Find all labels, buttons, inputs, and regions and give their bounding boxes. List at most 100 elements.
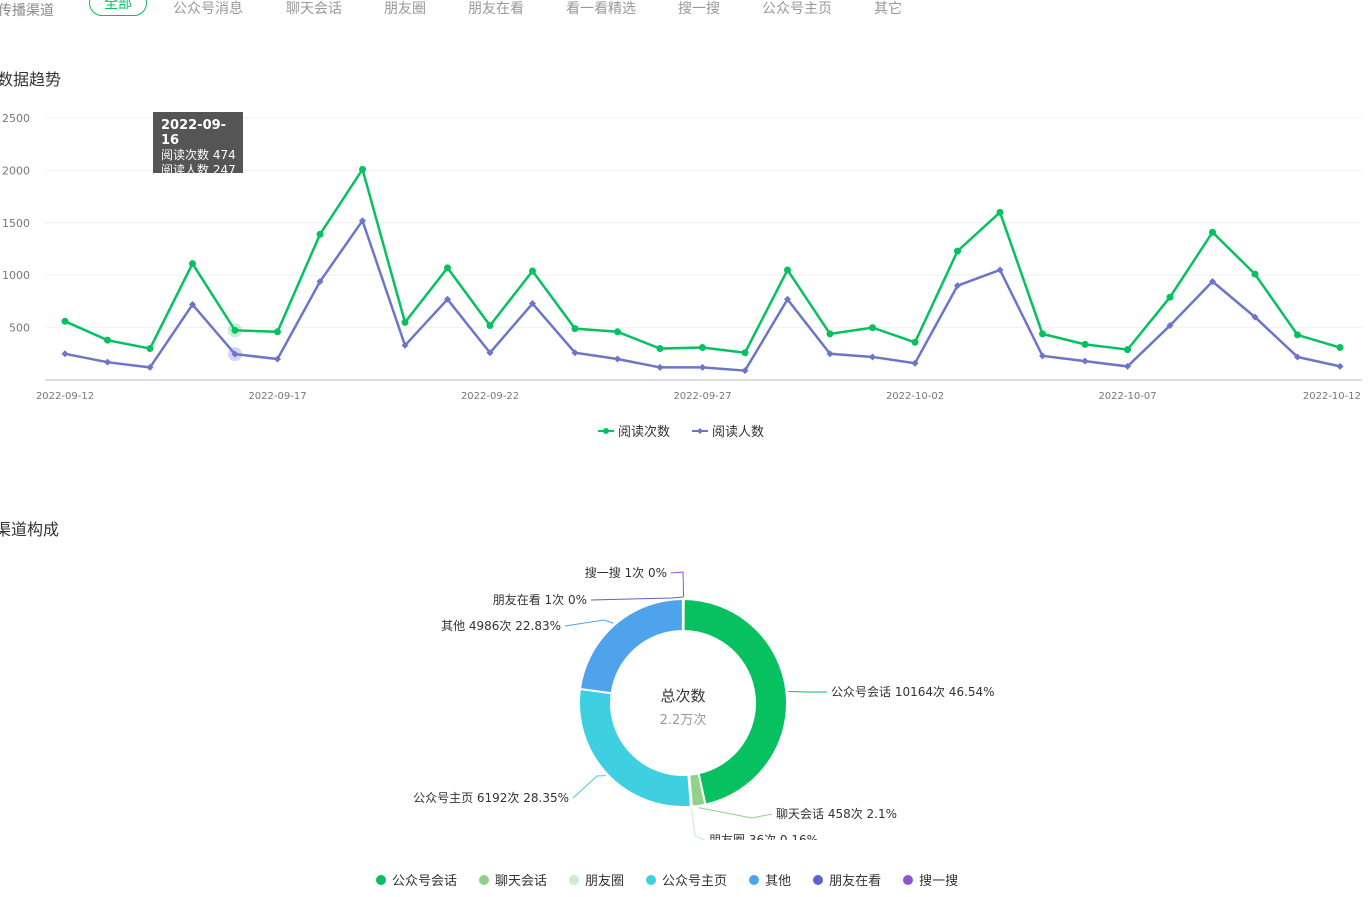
legend-item-channel[interactable]: 公众号主页: [646, 870, 727, 889]
data-point-read-count[interactable]: [954, 247, 961, 255]
label-leader-line: [572, 775, 606, 799]
data-point-reader-count[interactable]: [529, 299, 536, 307]
slice-label: 公众号主页 6192次 28.35%: [413, 791, 569, 805]
data-point-read-count[interactable]: [1166, 293, 1174, 301]
legend-item-channel[interactable]: 聊天会话: [479, 870, 547, 889]
data-point-reader-count[interactable]: [826, 350, 834, 358]
data-point-reader-count[interactable]: [146, 363, 154, 371]
data-point-read-count[interactable]: [656, 345, 664, 353]
data-point-read-count[interactable]: [401, 318, 409, 326]
data-point-reader-count[interactable]: [656, 363, 664, 371]
legend-item-read-count[interactable]: 阅读次数: [598, 421, 670, 440]
data-point-read-count[interactable]: [104, 336, 111, 344]
hover-highlight-read: [228, 323, 242, 338]
tab-top-stories[interactable]: 看一看精选: [566, 1, 636, 17]
data-point-reader-count[interactable]: [1081, 357, 1089, 365]
tab-chat-session[interactable]: 聊天会话: [286, 1, 342, 17]
data-point-reader-count[interactable]: [571, 349, 579, 357]
data-point-reader-count[interactable]: [274, 355, 281, 363]
tab-search[interactable]: 搜一搜: [678, 1, 720, 17]
data-point-reader-count[interactable]: [104, 358, 111, 366]
data-point-read-count[interactable]: [529, 267, 536, 275]
data-point-read-count[interactable]: [614, 328, 621, 336]
data-point-reader-count[interactable]: [359, 217, 366, 225]
data-point-reader-count[interactable]: [784, 295, 791, 303]
data-point-read-count[interactable]: [699, 344, 706, 352]
tab-moments[interactable]: 朋友圈: [384, 1, 426, 17]
legend-marker-diamond: [692, 427, 709, 434]
tab-all[interactable]: 全部: [89, 0, 147, 16]
legend-item-channel[interactable]: 朋友圈: [569, 870, 624, 889]
legend-item-channel[interactable]: 其他: [749, 870, 791, 889]
data-point-reader-count[interactable]: [1039, 352, 1046, 360]
donut-slice[interactable]: [682, 597, 685, 633]
data-point-reader-count[interactable]: [316, 277, 324, 285]
tooltip-reader-count: 阅读人数 247: [161, 163, 236, 177]
data-point-reader-count[interactable]: [1251, 313, 1259, 321]
data-point-reader-count[interactable]: [401, 341, 409, 349]
data-point-read-count[interactable]: [571, 325, 579, 333]
data-point-read-count[interactable]: [61, 317, 69, 325]
data-point-reader-count[interactable]: [996, 266, 1004, 274]
tab-other[interactable]: 其它: [874, 1, 902, 17]
donut-slice[interactable]: [578, 687, 692, 808]
data-point-read-count[interactable]: [869, 324, 876, 332]
data-point-reader-count[interactable]: [444, 295, 451, 303]
legend-item-reader-count[interactable]: 阅读人数: [692, 421, 764, 440]
data-point-read-count[interactable]: [146, 345, 154, 353]
data-point-reader-count[interactable]: [614, 355, 621, 363]
data-point-read-count[interactable]: [359, 165, 366, 173]
data-point-read-count[interactable]: [274, 328, 281, 336]
data-point-read-count[interactable]: [996, 208, 1004, 216]
data-point-read-count[interactable]: [444, 264, 451, 272]
slice-label: 朋友圈 36次 0.16%: [709, 833, 818, 840]
data-point-reader-count[interactable]: [189, 301, 196, 309]
data-point-read-count[interactable]: [1209, 228, 1216, 236]
tooltip-date: 2022-09-16: [161, 118, 227, 148]
data-point-read-count[interactable]: [1124, 346, 1131, 354]
data-point-reader-count[interactable]: [486, 349, 494, 357]
donut-slice[interactable]: [578, 597, 684, 695]
data-point-reader-count[interactable]: [1166, 322, 1174, 330]
data-point-read-count[interactable]: [189, 260, 196, 268]
data-point-reader-count[interactable]: [1336, 362, 1344, 370]
data-point-reader-count[interactable]: [1124, 362, 1131, 370]
data-point-reader-count[interactable]: [699, 363, 706, 371]
data-point-read-count[interactable]: [316, 230, 324, 238]
donut-slice[interactable]: [682, 597, 788, 806]
tab-friends-watching[interactable]: 朋友在看: [468, 1, 524, 17]
data-point-read-count[interactable]: [784, 266, 791, 274]
data-point-reader-count[interactable]: [954, 282, 961, 290]
data-point-reader-count[interactable]: [61, 350, 69, 358]
data-point-read-count[interactable]: [1081, 340, 1089, 348]
y-tick-label: 2000: [2, 164, 30, 177]
data-point-read-count[interactable]: [826, 330, 834, 338]
data-point-read-count[interactable]: [486, 322, 494, 330]
data-point-reader-count[interactable]: [911, 359, 919, 367]
data-point-reader-count[interactable]: [869, 353, 876, 361]
legend-item-channel[interactable]: 搜一搜: [903, 870, 958, 889]
legend-marker-circle: [598, 427, 614, 434]
data-point-reader-count[interactable]: [1294, 353, 1301, 361]
channel-legend: 公众号会话 聊天会话 朋友圈 公众号主页 其他 朋友在看 搜一搜: [376, 870, 980, 889]
series-line-0: [64, 166, 1341, 355]
tab-official-message[interactable]: 公众号消息: [173, 1, 243, 17]
data-point-read-count[interactable]: [231, 326, 239, 334]
data-point-reader-count[interactable]: [231, 350, 239, 358]
data-point-read-count[interactable]: [1294, 331, 1301, 339]
x-tick-label: 2022-10-02: [886, 391, 944, 400]
data-point-reader-count[interactable]: [1209, 277, 1216, 285]
data-point-read-count[interactable]: [1251, 270, 1259, 278]
x-tick-label: 2022-10-07: [1098, 391, 1156, 400]
legend-item-channel[interactable]: 公众号会话: [376, 870, 457, 889]
data-point-read-count[interactable]: [1039, 330, 1046, 338]
data-point-reader-count[interactable]: [741, 367, 749, 375]
donut-center-title: 总次数: [660, 687, 705, 705]
tab-official-homepage[interactable]: 公众号主页: [762, 1, 832, 17]
legend-label-read-count: 阅读次数: [618, 425, 671, 440]
legend-item-channel[interactable]: 朋友在看: [813, 870, 881, 889]
data-point-read-count[interactable]: [741, 349, 749, 357]
label-leader-line: [670, 571, 685, 598]
data-point-read-count[interactable]: [911, 338, 919, 346]
data-point-read-count[interactable]: [1336, 344, 1344, 352]
